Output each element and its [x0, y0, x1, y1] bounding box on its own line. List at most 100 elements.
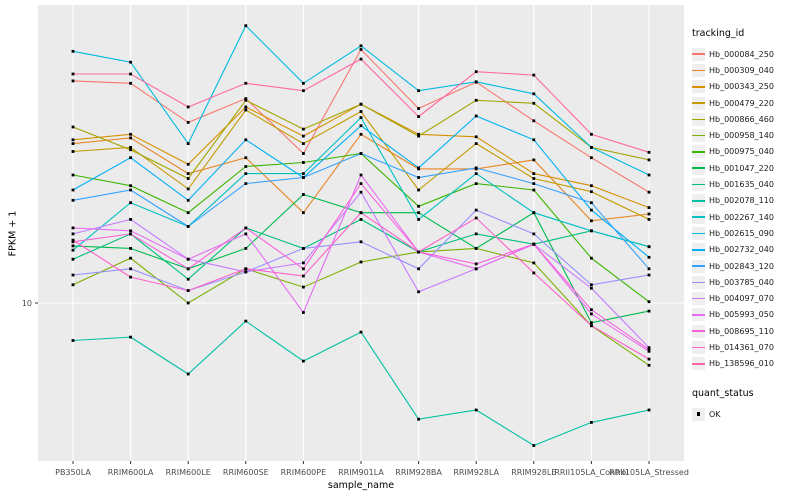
data-point	[417, 134, 420, 138]
legend-label: Hb_005993_050	[709, 310, 774, 320]
legend-label: Hb_000084_250	[709, 49, 774, 59]
data-point	[417, 267, 420, 271]
data-point	[244, 270, 248, 274]
legend-label: OK	[709, 409, 721, 419]
legend-key	[692, 47, 705, 61]
data-point	[302, 359, 305, 363]
data-point	[359, 110, 363, 113]
data-point	[474, 70, 478, 74]
data-point	[417, 204, 420, 208]
legend-item-Hb_000343_250: Hb_000343_250	[690, 79, 798, 95]
line-swatch-icon	[692, 85, 705, 88]
data-point	[590, 324, 593, 328]
data-point	[129, 148, 132, 152]
data-point	[474, 142, 478, 145]
legend-item-Hb_008695_110: Hb_008695_110	[690, 323, 798, 339]
data-point	[186, 289, 190, 292]
legend-label: Hb_014361_070	[709, 342, 774, 352]
data-point	[647, 408, 651, 412]
data-point	[647, 245, 651, 249]
line-swatch-icon	[692, 330, 705, 333]
data-point	[532, 182, 536, 185]
data-point	[244, 172, 248, 175]
data-point	[244, 108, 248, 112]
x-tick-label: RRIM928BA	[395, 468, 442, 477]
data-point	[71, 138, 75, 142]
legend-key	[692, 145, 705, 159]
data-point	[302, 285, 305, 289]
y-axis-title: FPKM + 1	[7, 210, 19, 257]
data-point	[359, 190, 363, 194]
data-point	[302, 89, 305, 93]
legend: tracking_id Hb_000084_250 Hb_000309_040 Hb…	[690, 28, 798, 422]
legend-item-Hb_001047_220: Hb_001047_220	[690, 160, 798, 176]
data-point	[474, 80, 478, 84]
data-point	[359, 240, 363, 244]
data-point	[186, 162, 190, 166]
data-point	[129, 247, 132, 250]
data-point	[244, 98, 248, 102]
legend-key	[692, 259, 705, 273]
x-tick-label: RRII105LA_Control	[554, 468, 628, 477]
data-point	[71, 79, 75, 83]
data-point	[474, 262, 478, 266]
data-point	[590, 312, 593, 316]
data-point	[244, 232, 248, 236]
data-point	[71, 248, 75, 252]
data-point	[129, 275, 132, 279]
legend-item-Hb_014361_070: Hb_014361_070	[690, 339, 798, 355]
line-swatch-icon	[692, 346, 705, 349]
data-point	[647, 300, 651, 304]
data-point	[417, 188, 420, 192]
legend-key	[692, 357, 705, 371]
data-point	[359, 57, 363, 61]
line-swatch-icon	[692, 265, 705, 267]
data-point	[647, 363, 651, 367]
data-point	[302, 127, 305, 131]
data-point	[647, 206, 651, 209]
data-point	[302, 211, 305, 215]
data-point	[532, 188, 536, 192]
data-point	[647, 267, 651, 271]
data-point	[129, 132, 132, 136]
data-point	[590, 190, 593, 194]
legend-key	[692, 308, 705, 322]
data-point	[129, 136, 132, 140]
data-point	[71, 238, 75, 242]
data-point	[129, 72, 132, 76]
legend-key	[692, 243, 705, 257]
line-swatch-icon	[692, 200, 705, 202]
legend-item-Hb_000958_140: Hb_000958_140	[690, 127, 798, 143]
data-point	[590, 208, 593, 212]
line-swatch-icon	[692, 216, 705, 218]
data-point	[244, 247, 248, 250]
data-point	[186, 198, 190, 202]
data-point	[129, 184, 132, 188]
data-point	[647, 309, 651, 313]
legend-label: Hb_000309_040	[709, 65, 774, 75]
data-point	[71, 173, 75, 177]
data-point	[302, 311, 305, 314]
data-point	[590, 201, 593, 205]
data-point	[129, 229, 132, 233]
line-swatch-icon	[692, 281, 705, 284]
legend-label: Hb_000866_460	[709, 114, 774, 124]
data-point	[129, 335, 132, 339]
data-point	[647, 346, 651, 349]
legend-label: Hb_000975_040	[709, 147, 774, 157]
legend-item-Hb_000479_220: Hb_000479_220	[690, 95, 798, 111]
data-point	[302, 81, 305, 85]
data-point	[71, 188, 75, 192]
data-point	[244, 182, 248, 185]
legend-item-Hb_001635_040: Hb_001635_040	[690, 176, 798, 192]
legend-label: Hb_001635_040	[709, 180, 774, 190]
legend-item-Hb_000975_040: Hb_000975_040	[690, 144, 798, 160]
legend-title-quant-status: quant_status	[692, 387, 754, 399]
data-point	[532, 232, 536, 236]
legend-item-Hb_005993_050: Hb_005993_050	[690, 307, 798, 323]
data-point	[590, 132, 593, 136]
legend-label: Hb_000479_220	[709, 98, 774, 108]
legend-key	[692, 340, 705, 354]
